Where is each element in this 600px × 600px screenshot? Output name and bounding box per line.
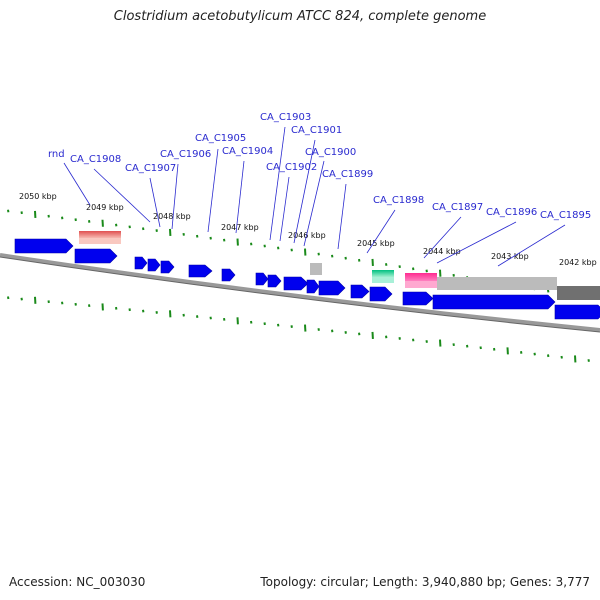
leader-line	[423, 216, 462, 259]
gene-label: CA_C1895	[540, 210, 591, 221]
kbp-label: 2050 kbp	[19, 192, 57, 201]
gene-arrow	[188, 264, 213, 278]
leader-line	[149, 177, 161, 228]
leader-line	[497, 224, 566, 267]
leader-line	[279, 176, 290, 242]
leader-line	[293, 139, 316, 244]
leader-line	[63, 162, 91, 206]
gene-label: CA_C1898	[373, 195, 424, 206]
kbp-label: 2049 kbp	[86, 203, 124, 212]
kbp-label: 2042 kbp	[559, 258, 597, 267]
gene-arrow	[74, 248, 118, 264]
gene-label: CA_C1904	[222, 146, 273, 157]
kbp-label: 2044 kbp	[423, 247, 461, 256]
gene-arrow	[306, 279, 320, 294]
gene-arrow	[134, 256, 148, 270]
leader-line	[235, 160, 245, 234]
leader-line	[436, 221, 517, 264]
trna-band	[372, 270, 394, 277]
gene-label: CA_C1903	[260, 112, 311, 123]
leader-line	[93, 168, 151, 223]
genome-title: Clostridium acetobutylicum ATCC 824, com…	[113, 9, 487, 24]
leader-line	[337, 183, 347, 250]
gene-label: CA_C1905	[195, 133, 246, 144]
genome-backbone	[0, 253, 600, 332]
leader-line	[303, 160, 325, 247]
gene-arrow	[402, 291, 434, 306]
leader-line	[269, 126, 286, 241]
accession-footer: Accession: NC_003030	[9, 575, 146, 589]
leader-line	[207, 148, 219, 233]
genome-backbone-shadow	[0, 256, 600, 333]
rrna-band-light	[79, 238, 121, 244]
gene-arrow	[554, 304, 600, 320]
gene-label: CA_C1907	[125, 163, 176, 174]
gene-label: CA_C1902	[266, 162, 317, 173]
gene-arrow	[267, 274, 282, 288]
gene-label: CA_C1906	[160, 149, 211, 160]
pink-feature-light	[405, 281, 437, 288]
gene-arrow	[318, 280, 346, 296]
label-leader-lines	[63, 126, 566, 267]
gene-label: CA_C1896	[486, 207, 537, 218]
tick-row-bottom	[7, 296, 590, 363]
genome-stats-footer: Topology: circular; Length: 3,940,880 bp…	[260, 575, 590, 589]
gene-label: CA_C1901	[291, 125, 342, 136]
trna-band-light	[372, 277, 394, 283]
gene-arrow	[350, 284, 370, 299]
gene-arrow	[221, 268, 236, 282]
kbp-label: 2047 kbp	[221, 223, 259, 232]
gray-feature	[310, 263, 322, 275]
gene-label: CA_C1908	[70, 154, 121, 165]
gene-label: CA_C1897	[432, 202, 483, 213]
gene-label: rnd	[48, 149, 65, 160]
gene-label: CA_C1900	[305, 147, 356, 158]
kbp-label: 2048 kbp	[153, 212, 191, 221]
rrna-band	[79, 231, 121, 238]
leader-line	[366, 209, 396, 254]
gene-arrow	[369, 286, 393, 302]
gene-label: CA_C1899	[322, 169, 373, 180]
genome-features	[14, 231, 600, 320]
dark-gray-region	[557, 286, 600, 300]
gene-arrow	[147, 258, 161, 272]
gray-region	[437, 277, 557, 290]
kbp-label: 2043 kbp	[491, 252, 529, 261]
leader-line	[171, 163, 179, 230]
gene-labels: rnd CA_C1908 CA_C1907 CA_C1906 CA_C1905 CA_C1…	[48, 112, 591, 221]
gene-arrow	[283, 276, 309, 291]
gene-arrow	[432, 294, 556, 310]
gene-arrow	[14, 238, 74, 254]
gene-arrow	[160, 260, 175, 274]
gene-arrow	[255, 272, 269, 286]
kbp-label: 2045 kbp	[357, 239, 395, 248]
pink-feature	[405, 273, 437, 281]
